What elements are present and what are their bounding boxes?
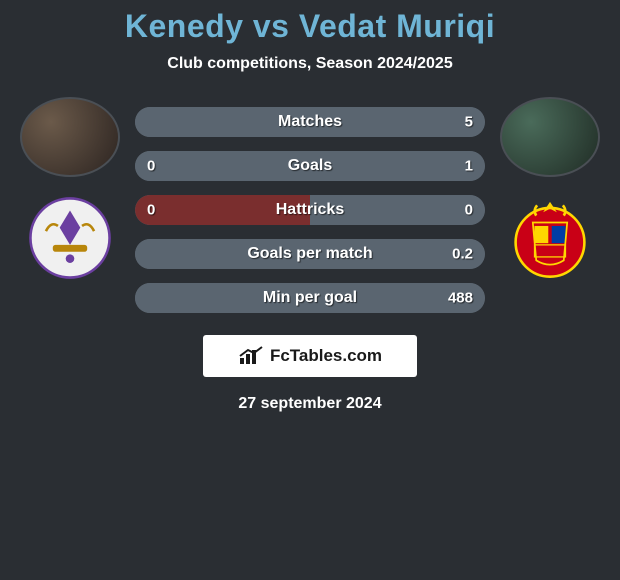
right-player-avatar — [500, 97, 600, 177]
bar-fill-right — [135, 107, 485, 137]
bar-fill-left — [135, 195, 310, 225]
bar-fill-right — [135, 283, 485, 313]
subtitle: Club competitions, Season 2024/2025 — [0, 55, 620, 73]
stat-row: Hattricks00 — [135, 195, 485, 225]
right-player-column — [495, 97, 605, 287]
crest-right-icon — [507, 195, 593, 281]
right-club-crest — [501, 189, 599, 287]
comparison-row: Matches5 Goals01 Hattricks00 Goals per matc… — [0, 97, 620, 313]
left-player-column — [15, 97, 125, 287]
logo-text: FcTables.com — [270, 346, 382, 366]
footer-date: 27 september 2024 — [0, 395, 620, 413]
stat-row: Goals per match0.2 — [135, 239, 485, 269]
bar-fill-right — [135, 151, 485, 181]
bar-fill-right — [135, 239, 485, 269]
crest-left-icon — [27, 195, 113, 281]
stat-row: Min per goal488 — [135, 283, 485, 313]
left-club-crest — [21, 189, 119, 287]
page-title: Kenedy vs Vedat Muriqi — [0, 8, 620, 45]
stat-row: Matches5 — [135, 107, 485, 137]
source-logo: FcTables.com — [203, 335, 417, 377]
stat-bars: Matches5 Goals01 Hattricks00 Goals per matc… — [135, 97, 485, 313]
bar-fill-right — [310, 195, 485, 225]
chart-icon — [238, 346, 264, 366]
left-player-avatar — [20, 97, 120, 177]
stat-row: Goals01 — [135, 151, 485, 181]
